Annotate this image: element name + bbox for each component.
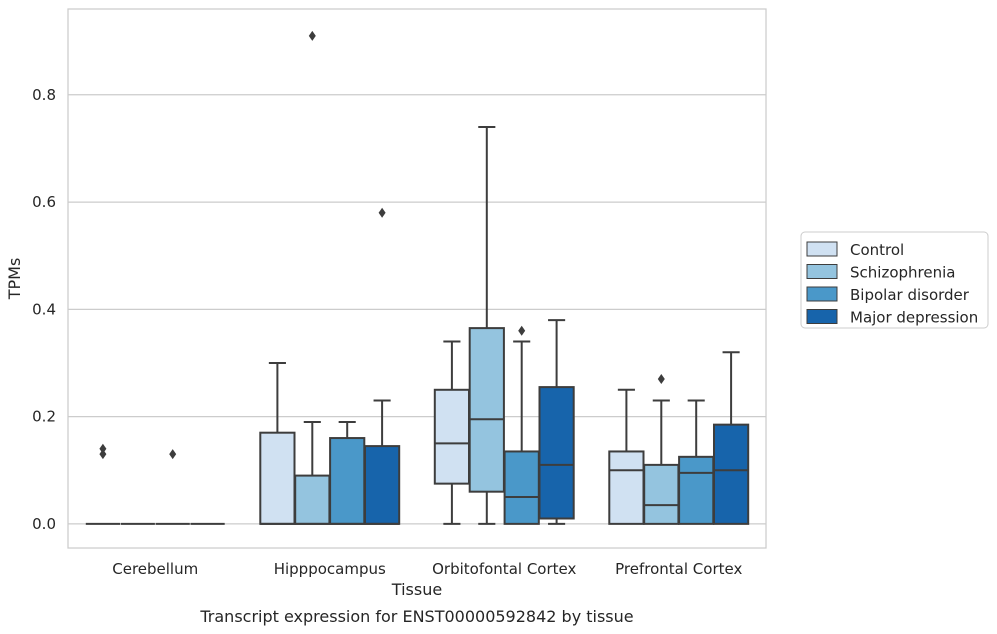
y-tick-label: 0.6 (32, 193, 56, 211)
outlier-marker (99, 443, 107, 454)
box-major-depression (538, 319, 575, 525)
y-tick-label: 0.4 (32, 300, 56, 318)
legend-label: Control (850, 241, 904, 259)
outlier-marker (99, 449, 107, 460)
box-body (259, 431, 296, 525)
legend: Control Schizophrenia Bipolar disorder Majo… (800, 231, 989, 329)
legend-swatch (806, 286, 838, 302)
box-body (503, 450, 540, 525)
x-tick-label: Cerebellum (112, 560, 198, 578)
box-bipolar-disorder (503, 325, 540, 525)
box-body (608, 450, 645, 525)
x-tick-labels: Cerebellum Hipppocampus Orbitofontal Corte… (112, 560, 742, 578)
box-body (433, 388, 471, 485)
box-control (259, 361, 296, 525)
legend-frame (800, 231, 989, 329)
x-tick-label: Orbitofontal Cortex (432, 560, 576, 578)
y-tick-label: 0.0 (32, 515, 56, 533)
box-body (712, 423, 750, 525)
box-body (363, 445, 401, 525)
legend-label: Schizophrenia (850, 264, 955, 282)
box-series (85, 30, 750, 525)
outlier-marker (518, 325, 526, 336)
legend-swatch (806, 309, 838, 324)
legend-swatch (806, 241, 838, 257)
box-bipolar-disorder (678, 399, 715, 525)
box-body (468, 327, 505, 493)
y-tick-label: 0.8 (32, 86, 56, 104)
outlier-marker (308, 30, 316, 41)
box-major-depression (363, 207, 401, 525)
x-axis-label: Tissue (391, 580, 442, 599)
box-control (608, 388, 645, 525)
box-schizophrenia (294, 30, 331, 525)
legend-label: Major depression (850, 309, 978, 327)
legend-label: Bipolar disorder (850, 286, 970, 304)
x-tick-label: Hipppocampus (274, 560, 386, 578)
box-body (678, 455, 715, 525)
plot-frame (67, 8, 767, 549)
chart-caption: Transcript expression for ENST0000059284… (199, 607, 633, 626)
y-tick-labels: 0.0 0.2 0.4 0.6 0.8 (32, 86, 56, 533)
box-body (538, 386, 575, 520)
box-body (329, 437, 366, 525)
outlier-marker (378, 207, 386, 218)
box-control (85, 443, 121, 525)
y-axis-label: TPMs (5, 258, 24, 301)
outlier-marker (657, 374, 665, 385)
box-control (433, 340, 471, 525)
box-bipolar-disorder (155, 449, 190, 525)
y-tick-label: 0.2 (32, 408, 56, 426)
outlier-marker (169, 449, 177, 460)
box-body (294, 474, 331, 525)
box-schizophrenia (643, 374, 680, 525)
box-major-depression (712, 351, 750, 525)
box-body (643, 463, 680, 525)
legend-swatch (806, 264, 838, 279)
box-bipolar-disorder (329, 420, 366, 525)
box-schizophrenia (468, 125, 505, 525)
x-tick-label: Prefrontal Cortex (615, 560, 742, 578)
